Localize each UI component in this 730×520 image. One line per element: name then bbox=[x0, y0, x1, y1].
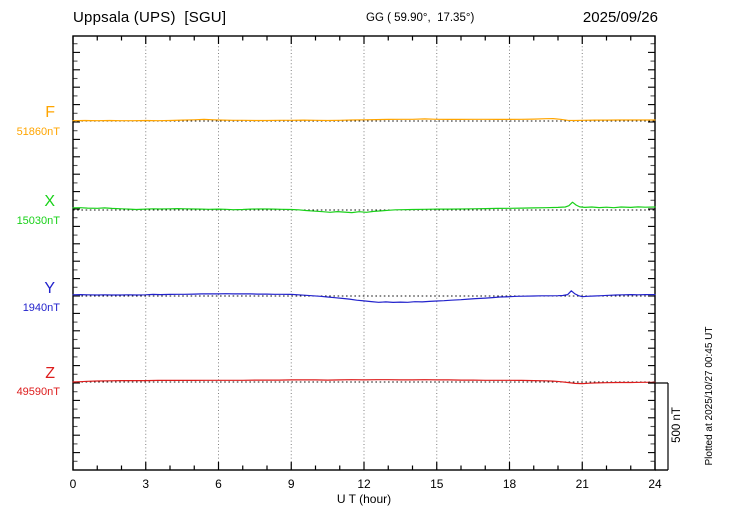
plot-date: 2025/09/26 bbox=[582, 9, 658, 26]
x-tick-label-0: 0 bbox=[69, 477, 77, 491]
channel-Z-label: Z bbox=[45, 365, 55, 382]
trace-F bbox=[72, 117, 656, 122]
x-tick-label-18: 18 bbox=[502, 477, 517, 491]
x-tick-label-15: 15 bbox=[430, 477, 444, 491]
x-tick-label-24: 24 bbox=[648, 477, 662, 491]
channel-X-baseline-value: 15030nT bbox=[16, 215, 60, 227]
x-tick-label-3: 3 bbox=[142, 477, 150, 491]
x-tick-label-9: 9 bbox=[287, 477, 295, 491]
x-tick-label-6: 6 bbox=[215, 477, 222, 491]
x-tick-label-21: 21 bbox=[575, 477, 589, 491]
trace-Y bbox=[72, 290, 656, 303]
trace-X bbox=[72, 201, 656, 214]
plotted-at-note: Plotted at 2025/10/27 00:45 UT bbox=[704, 326, 715, 466]
x-axis-label: U T (hour) bbox=[336, 492, 392, 506]
geographic-coordinates: GG ( 59.90°, 17.35°) bbox=[366, 12, 475, 24]
station-title: Uppsala (UPS) [SGU] bbox=[73, 9, 227, 26]
x-tick-label-12: 12 bbox=[357, 477, 371, 491]
channel-F-label: F bbox=[45, 104, 55, 121]
scale-bar-label: 500 nT bbox=[671, 407, 683, 443]
plot-frame bbox=[72, 35, 656, 471]
channel-F-baseline-value: 51860nT bbox=[16, 126, 60, 138]
channel-Z-baseline-value: 49590nT bbox=[16, 386, 60, 398]
trace-Z bbox=[72, 379, 656, 385]
channel-Y-label: Y bbox=[44, 280, 55, 297]
channel-Y-baseline-value: 1940nT bbox=[22, 302, 60, 314]
channel-X-label: X bbox=[44, 193, 55, 210]
